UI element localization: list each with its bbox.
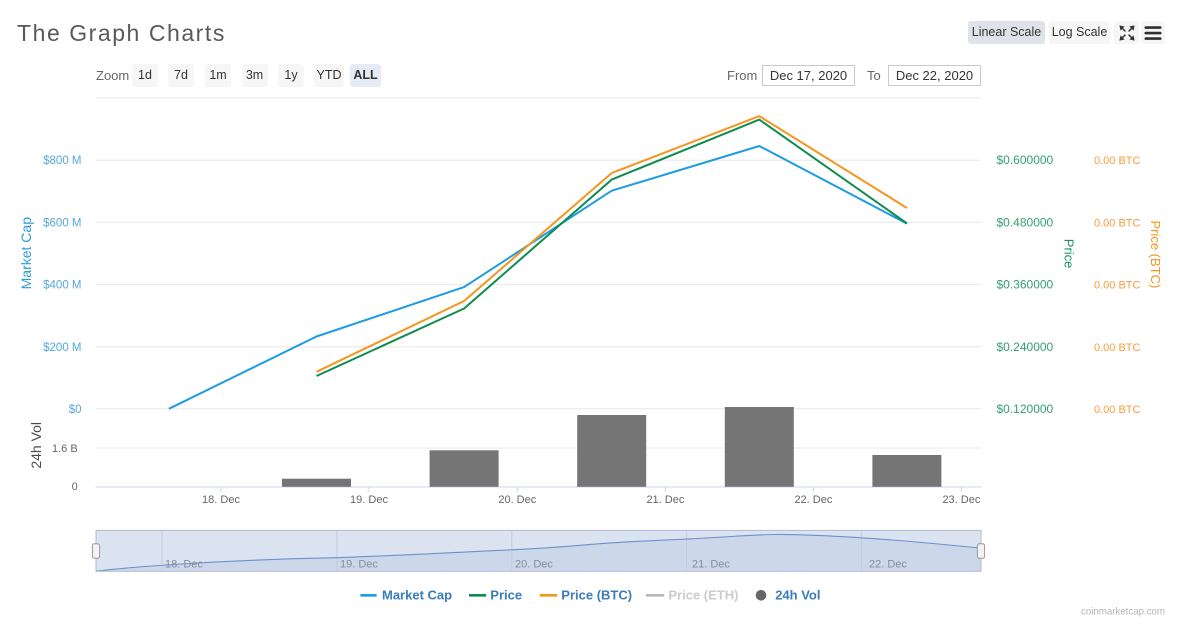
svg-text:Price (ETH): Price (ETH) bbox=[668, 588, 738, 603]
svg-text:23. Dec: 23. Dec bbox=[942, 494, 980, 506]
svg-text:coinmarketcap.com: coinmarketcap.com bbox=[1081, 607, 1165, 618]
svg-text:$0.240000: $0.240000 bbox=[997, 340, 1054, 354]
svg-text:24h Vol: 24h Vol bbox=[775, 588, 820, 603]
svg-text:1.6 B: 1.6 B bbox=[52, 443, 78, 455]
svg-text:22. Dec: 22. Dec bbox=[869, 558, 907, 570]
svg-text:$400 M: $400 M bbox=[43, 280, 81, 292]
svg-text:Price: Price bbox=[490, 588, 522, 603]
svg-text:19. Dec: 19. Dec bbox=[340, 558, 378, 570]
svg-text:20. Dec: 20. Dec bbox=[515, 558, 553, 570]
svg-text:Price (BTC): Price (BTC) bbox=[561, 588, 632, 603]
svg-text:Price: Price bbox=[1061, 239, 1076, 269]
svg-text:0: 0 bbox=[72, 481, 78, 493]
svg-text:19. Dec: 19. Dec bbox=[350, 494, 388, 506]
svg-text:0.00 BTC: 0.00 BTC bbox=[1094, 280, 1141, 292]
svg-text:Market Cap: Market Cap bbox=[382, 588, 452, 603]
svg-text:0.00 BTC: 0.00 BTC bbox=[1094, 217, 1141, 229]
svg-text:$600 M: $600 M bbox=[43, 217, 81, 229]
svg-text:$0.120000: $0.120000 bbox=[997, 402, 1054, 416]
svg-text:$0.600000: $0.600000 bbox=[997, 153, 1054, 167]
svg-text:0.00 BTC: 0.00 BTC bbox=[1094, 404, 1141, 416]
svg-text:$0.360000: $0.360000 bbox=[997, 278, 1054, 292]
svg-text:24h Vol: 24h Vol bbox=[28, 422, 44, 469]
svg-text:22. Dec: 22. Dec bbox=[794, 494, 832, 506]
svg-text:21. Dec: 21. Dec bbox=[692, 558, 730, 570]
svg-text:$200 M: $200 M bbox=[43, 342, 81, 354]
svg-text:Market Cap: Market Cap bbox=[18, 217, 34, 290]
svg-text:21. Dec: 21. Dec bbox=[646, 494, 684, 506]
svg-text:$0: $0 bbox=[69, 404, 82, 416]
svg-text:20. Dec: 20. Dec bbox=[498, 494, 536, 506]
svg-text:0.00 BTC: 0.00 BTC bbox=[1094, 342, 1141, 354]
svg-text:0.00 BTC: 0.00 BTC bbox=[1094, 155, 1141, 167]
svg-text:Price (BTC): Price (BTC) bbox=[1148, 220, 1163, 288]
svg-text:$0.480000: $0.480000 bbox=[997, 215, 1054, 229]
svg-text:18. Dec: 18. Dec bbox=[165, 558, 203, 570]
svg-text:$800 M: $800 M bbox=[43, 155, 81, 167]
svg-text:18. Dec: 18. Dec bbox=[202, 494, 240, 506]
